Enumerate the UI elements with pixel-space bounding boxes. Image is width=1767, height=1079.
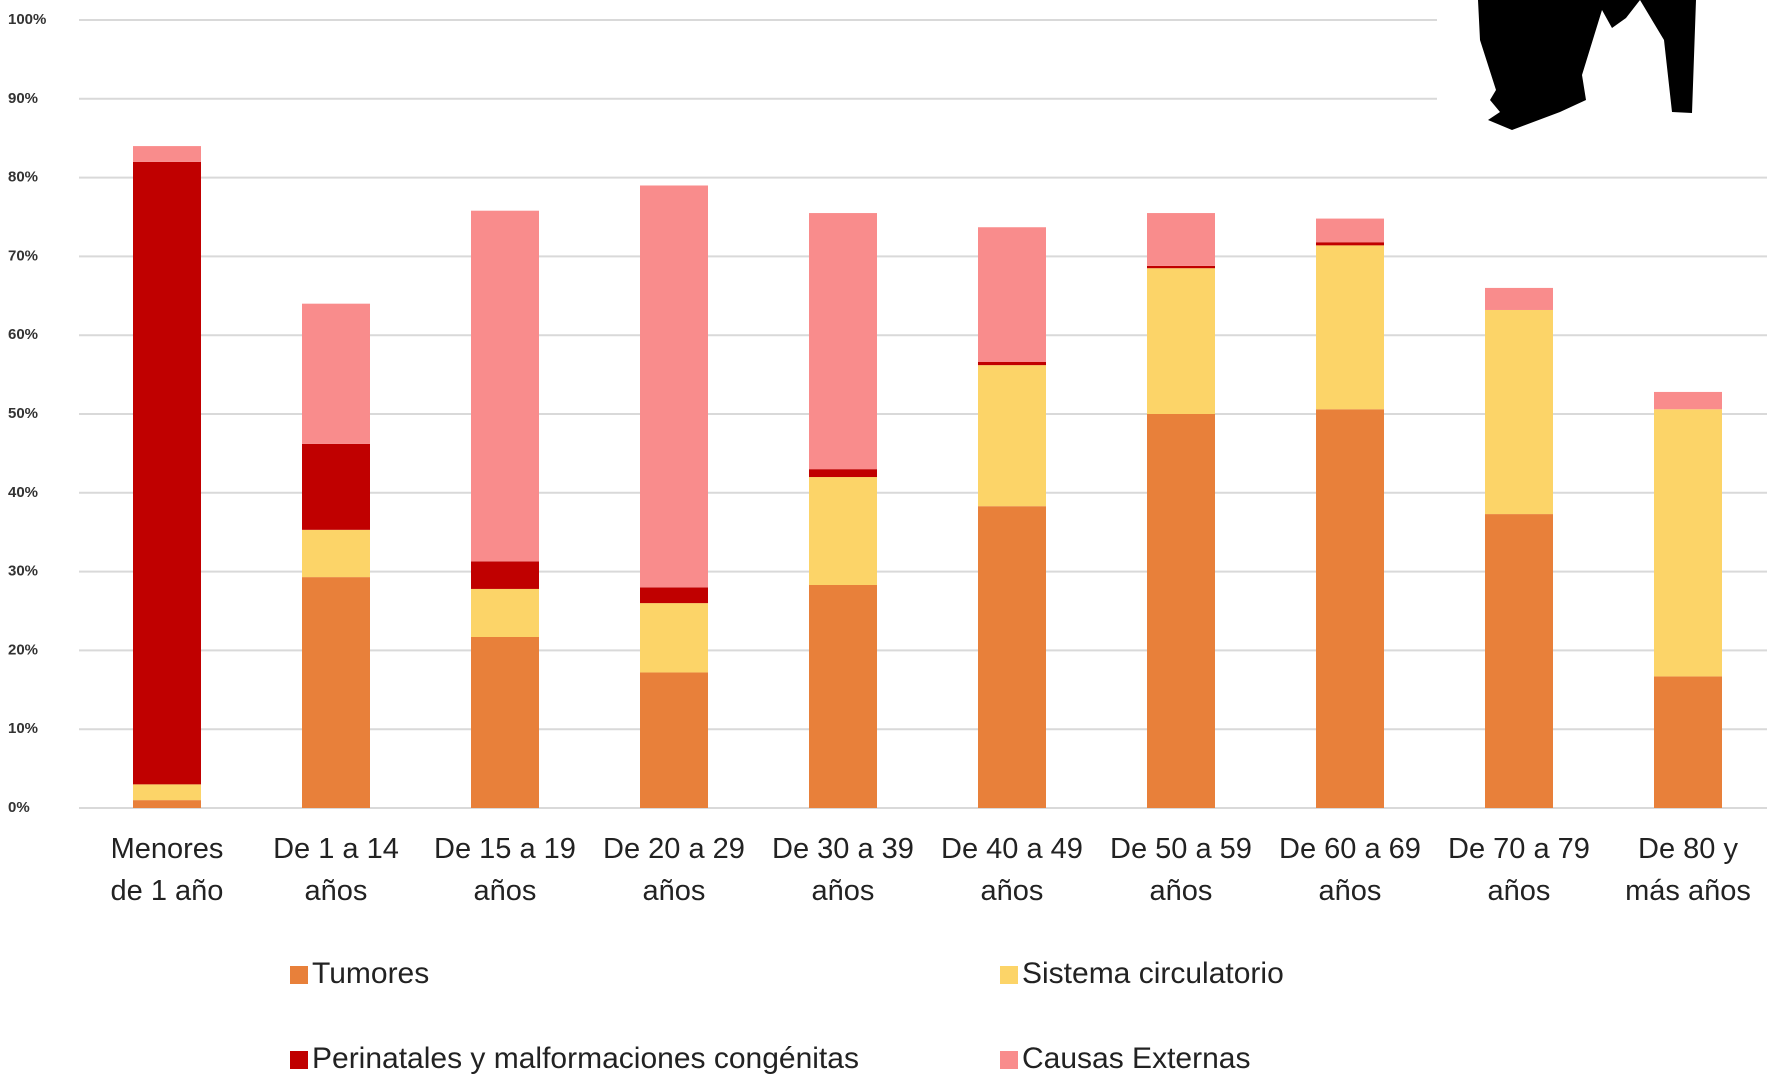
bar-segment (978, 361, 1046, 366)
bar-segment (1147, 414, 1215, 808)
bar-segment (302, 443, 370, 530)
x-tick-label: De 60 a 69 años (1279, 833, 1421, 907)
x-tick-label: De 80 y más años (1625, 833, 1751, 907)
bar-segment (809, 213, 877, 470)
bar-segment (1485, 514, 1553, 808)
y-tick-label: 100% (8, 11, 46, 28)
bar-segment (640, 587, 708, 604)
legend-label: Sistema circulatorio (1022, 957, 1284, 990)
bar-segment (133, 146, 201, 162)
bar-segment (1316, 245, 1384, 410)
bar-segment (471, 210, 539, 562)
bar-segment (1316, 409, 1384, 808)
x-tick-label: De 50 a 59 años (1110, 833, 1252, 907)
bar-segment (1654, 409, 1722, 677)
legend-swatch (290, 966, 308, 984)
y-tick-label: 80% (8, 169, 38, 186)
bar-segment (1147, 213, 1215, 266)
bar-segment (640, 672, 708, 808)
legend-label: Perinatales y malformaciones congénitas (312, 1042, 859, 1075)
bar-segment (809, 469, 877, 478)
x-tick-label: Menores de 1 año (110, 833, 224, 907)
x-tick-label: De 15 a 19 años (434, 833, 576, 907)
bar-segment (1654, 676, 1722, 808)
bar-segment (1485, 287, 1553, 310)
x-tick-label: De 40 a 49 años (941, 833, 1083, 907)
legend-label: Causas Externas (1022, 1042, 1251, 1075)
x-tick-label: De 70 a 79 años (1448, 833, 1590, 907)
x-tick-label: De 20 a 29 años (603, 833, 745, 907)
y-tick-label: 70% (8, 247, 38, 264)
bar-segment (978, 227, 1046, 362)
bar-segment (809, 477, 877, 585)
y-tick-label: 0% (8, 799, 30, 816)
bar-segment (302, 303, 370, 444)
bar-segment (640, 185, 708, 588)
bar-segment (471, 637, 539, 808)
y-tick-label: 40% (8, 484, 38, 501)
bar-segment (1485, 309, 1553, 515)
legend-label: Tumores (312, 957, 430, 990)
bar-segment (640, 603, 708, 673)
y-tick-label: 60% (8, 326, 38, 343)
bar-segment (133, 784, 201, 801)
legend-swatch (290, 1051, 308, 1069)
y-tick-label: 30% (8, 563, 38, 580)
y-tick-label: 90% (8, 90, 38, 107)
legend-swatch (1000, 1051, 1018, 1069)
bar-segment (978, 506, 1046, 808)
bar-segment (133, 161, 201, 785)
silhouette (1478, 0, 1700, 130)
x-tick-label: De 30 a 39 años (772, 833, 914, 907)
bar-segment (1316, 242, 1384, 246)
y-tick-label: 20% (8, 641, 38, 658)
bar-segment (1147, 268, 1215, 414)
bar-segment (471, 588, 539, 638)
bar-segment (471, 561, 539, 589)
bar-segment (809, 584, 877, 808)
bar-segment (1654, 391, 1722, 410)
y-tick-label: 10% (8, 720, 38, 737)
x-tick-label: De 1 a 14 años (273, 833, 399, 907)
bar-segment (302, 577, 370, 808)
bar-segment (133, 800, 201, 808)
y-tick-label: 50% (8, 405, 38, 422)
bar-segment (978, 365, 1046, 507)
bar-segment (1316, 218, 1384, 243)
legend-swatch (1000, 966, 1018, 984)
bar-segment (1147, 265, 1215, 269)
bar-segment (302, 529, 370, 578)
